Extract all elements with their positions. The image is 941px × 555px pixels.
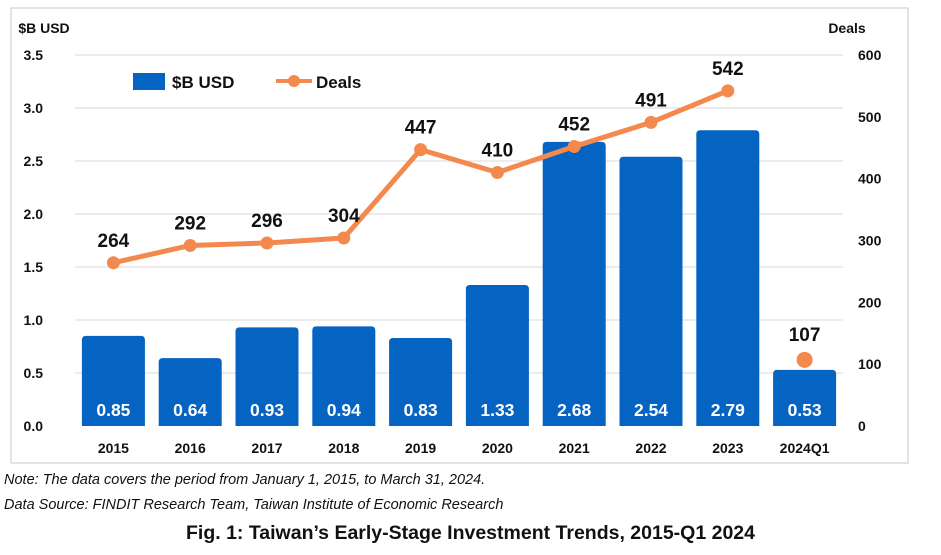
x-tick-label: 2015 (98, 440, 129, 456)
combo-chart: 0.85 0.64 0.93 0.94 0.83 1.33 2.68 2.54 2.79 0.53… (10, 7, 909, 464)
x-tick-label: 2018 (328, 440, 359, 456)
bar (389, 338, 453, 426)
bar (542, 141, 606, 427)
y-right-tick-label: 200 (858, 294, 882, 310)
x-tick-label: 2023 (712, 440, 743, 456)
y-left-tick-label: 1.0 (24, 312, 44, 328)
bar (312, 326, 376, 426)
y-right-tick-label: 600 (858, 47, 882, 63)
deals-data-label: 542 (712, 59, 744, 80)
deals-point (796, 351, 813, 368)
y-right-tick-label: 100 (858, 356, 882, 372)
chart-area: 0.85 0.64 0.93 0.94 0.83 1.33 2.68 2.54 2.79 0.53… (10, 7, 909, 464)
bar (158, 358, 222, 426)
x-tick-label: 2019 (405, 440, 436, 456)
x-tick-label: 2016 (175, 440, 206, 456)
bar-data-label: 0.94 (327, 400, 361, 420)
x-tick-label: 2022 (635, 440, 666, 456)
legend: $B USD Deals (133, 73, 361, 92)
bar-data-label: 2.54 (634, 400, 668, 420)
deals-data-label: 107 (789, 325, 821, 346)
bar-data-label: 0.83 (404, 400, 438, 420)
bar (81, 335, 145, 426)
x-tick-label: 2021 (559, 440, 590, 456)
y-right-axis-title: Deals (828, 20, 866, 36)
legend-line-marker (288, 75, 300, 87)
x-tick-label: 2024Q1 (780, 440, 830, 456)
y-right-tick-label: 0 (858, 418, 866, 434)
deals-point (490, 165, 504, 179)
y-left-tick-label: 3.5 (24, 47, 44, 63)
y-left-tick-label: 0.0 (24, 418, 44, 434)
bar (235, 327, 299, 426)
deals-data-label: 292 (174, 213, 206, 234)
deals-point (337, 231, 351, 245)
deals-point (721, 84, 735, 98)
deals-point (567, 140, 581, 154)
y-left-tick-label: 2.5 (24, 153, 44, 169)
deals-point (183, 238, 197, 252)
legend-bar-label: $B USD (172, 73, 234, 92)
deals-point (644, 115, 658, 129)
deals-data-label: 447 (405, 118, 437, 139)
bar (773, 369, 837, 426)
deals-point (414, 143, 428, 157)
bar-data-label: 2.79 (711, 400, 745, 420)
axes: 0.0 0.5 1.0 1.5 2.0 2.5 3.0 3.5 0 100 200 300 400 500… (18, 20, 881, 456)
y-left-tick-label: 2.0 (24, 206, 44, 222)
legend-bar-swatch (133, 73, 165, 90)
bar-data-label: 0.85 (96, 400, 130, 420)
y-right-tick-label: 400 (858, 171, 882, 187)
bar-data-label: 0.64 (173, 400, 207, 420)
x-tick-label: 2020 (482, 440, 513, 456)
y-left-axis-title: $B USD (18, 20, 69, 36)
bar (465, 285, 529, 426)
deals-data-label: 491 (635, 90, 667, 111)
deals-data-label: 452 (558, 115, 590, 136)
bar-data-label: 0.53 (788, 400, 822, 420)
bar-data-label: 2.68 (557, 400, 591, 420)
y-left-tick-label: 0.5 (24, 365, 44, 381)
bar-data-label: 1.33 (480, 400, 514, 420)
bar-series: 0.85 0.64 0.93 0.94 0.83 1.33 2.68 2.54 2.79 0.53 (81, 130, 837, 427)
deals-data-label: 296 (251, 211, 283, 232)
deals-point (260, 236, 274, 250)
deals-point (106, 256, 120, 270)
deals-data-label: 264 (98, 231, 130, 252)
bar (696, 130, 760, 426)
legend-line-label: Deals (316, 73, 361, 92)
deals-data-label: 410 (482, 140, 514, 161)
bar-data-label: 0.93 (250, 400, 284, 420)
data-source-text: Data Source: FINDIT Research Team, Taiwa… (4, 497, 504, 513)
line-series: 264 292 296 304 447 410 452 491 542 107 (98, 59, 821, 368)
y-right-tick-label: 500 (858, 109, 882, 125)
bar (619, 156, 683, 426)
y-right-tick-label: 300 (858, 233, 882, 249)
y-left-tick-label: 3.0 (24, 100, 44, 116)
figure-caption: Fig. 1: Taiwan’s Early-Stage Investment … (186, 522, 755, 544)
deals-data-label: 304 (328, 206, 360, 227)
y-left-tick-label: 1.5 (24, 259, 44, 275)
x-tick-label: 2017 (251, 440, 282, 456)
note-text: Note: The data covers the period from Ja… (4, 472, 486, 488)
